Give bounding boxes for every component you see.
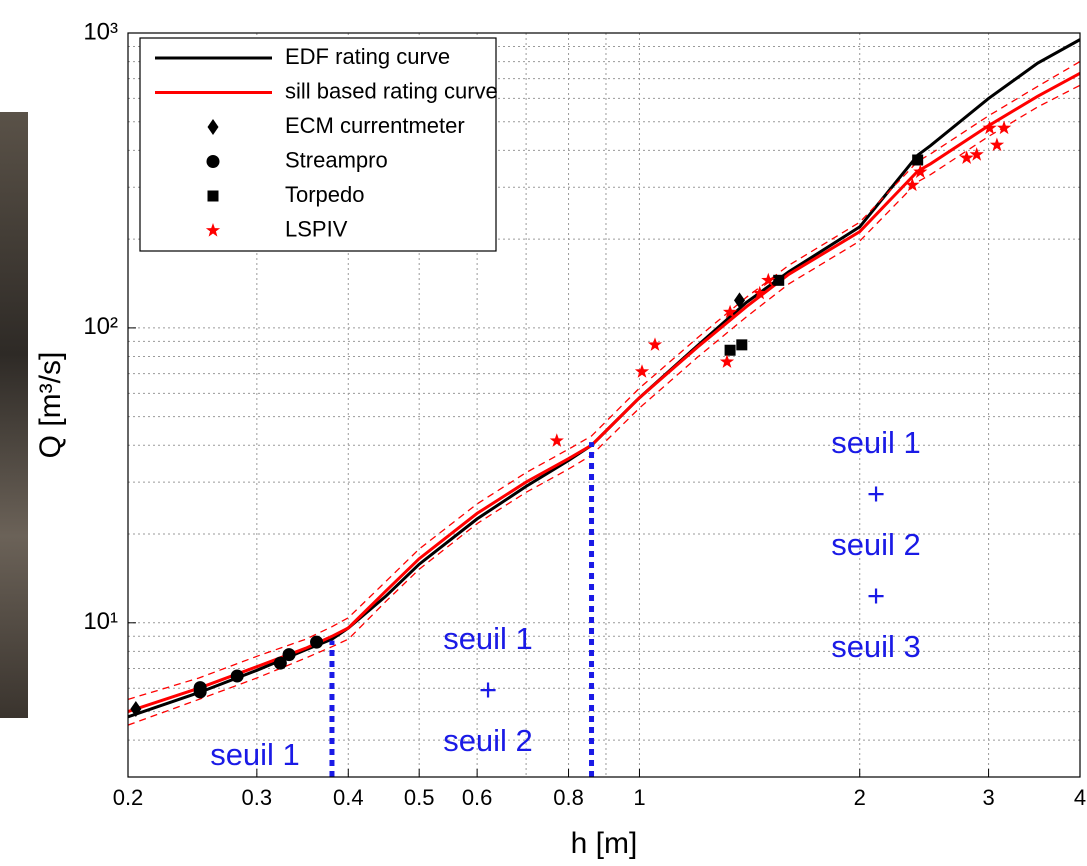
point xyxy=(722,304,738,319)
photo-strip xyxy=(0,112,28,718)
point xyxy=(997,120,1012,135)
y-tick-label: 10² xyxy=(83,313,118,340)
point xyxy=(913,164,928,178)
point xyxy=(905,177,920,192)
x-tick-label: 2 xyxy=(854,785,866,810)
legend-label: sill based rating curve xyxy=(285,78,498,103)
x-tick-label: 3 xyxy=(982,785,994,810)
legend-box xyxy=(139,37,497,252)
x-tick-label: 0.6 xyxy=(462,785,493,810)
point xyxy=(310,635,324,649)
legend-marker xyxy=(207,190,219,202)
x-axis-label: h [m] xyxy=(571,827,638,860)
x-tick-label: 0.3 xyxy=(242,785,273,810)
plot-content xyxy=(128,38,1080,777)
point xyxy=(549,433,564,447)
x-tick-label: 0.2 xyxy=(113,785,144,810)
legend-label: Torpedo xyxy=(285,182,365,207)
point xyxy=(193,685,207,699)
annotation: seuil 2 xyxy=(831,527,921,562)
legend-marker xyxy=(206,155,220,168)
point xyxy=(273,656,287,670)
annotation: + xyxy=(479,672,497,707)
legend-marker xyxy=(205,223,221,237)
point xyxy=(912,154,924,166)
x-tick-label: 4 xyxy=(1074,785,1086,810)
lower-bound xyxy=(128,84,1080,726)
y-tick-label: 10³ xyxy=(83,18,118,45)
point xyxy=(634,364,650,378)
annotation: seuil 1 xyxy=(210,737,300,772)
point xyxy=(989,137,1005,152)
point xyxy=(959,150,974,164)
annotation: seuil 1 xyxy=(443,621,533,656)
point xyxy=(733,292,745,309)
point xyxy=(647,337,663,351)
plot-frame xyxy=(127,32,1081,778)
legend-marker xyxy=(207,119,219,135)
point xyxy=(982,120,997,135)
point xyxy=(130,701,142,718)
legend-label: LSPIV xyxy=(285,216,348,241)
legend-label: Streampro xyxy=(285,147,388,172)
x-tick-label: 0.4 xyxy=(333,785,364,810)
annotation: seuil 3 xyxy=(831,629,921,664)
x-tick-label: 0.8 xyxy=(553,785,584,810)
y-tick-label: 10¹ xyxy=(83,608,118,635)
point xyxy=(773,274,785,286)
point xyxy=(230,669,244,683)
legend-label: ECM currentmeter xyxy=(285,113,465,138)
annotation: seuil 2 xyxy=(443,723,533,758)
annotation: seuil 1 xyxy=(831,425,921,460)
point xyxy=(724,344,736,356)
point xyxy=(736,339,748,351)
x-tick-label: 1 xyxy=(633,785,645,810)
annotation: + xyxy=(867,476,885,511)
annotation: + xyxy=(867,578,885,613)
point xyxy=(719,354,735,368)
y-axis-label: Q [m³/s] xyxy=(34,352,67,459)
legend-label: EDF rating curve xyxy=(285,44,450,69)
point xyxy=(752,285,767,300)
legend: EDF rating curve sill based rating curve E… xyxy=(139,37,498,252)
point xyxy=(969,147,984,161)
point xyxy=(761,272,776,287)
point xyxy=(282,648,296,662)
upper-bound xyxy=(128,61,1080,701)
x-tick-label: 0.5 xyxy=(404,785,435,810)
